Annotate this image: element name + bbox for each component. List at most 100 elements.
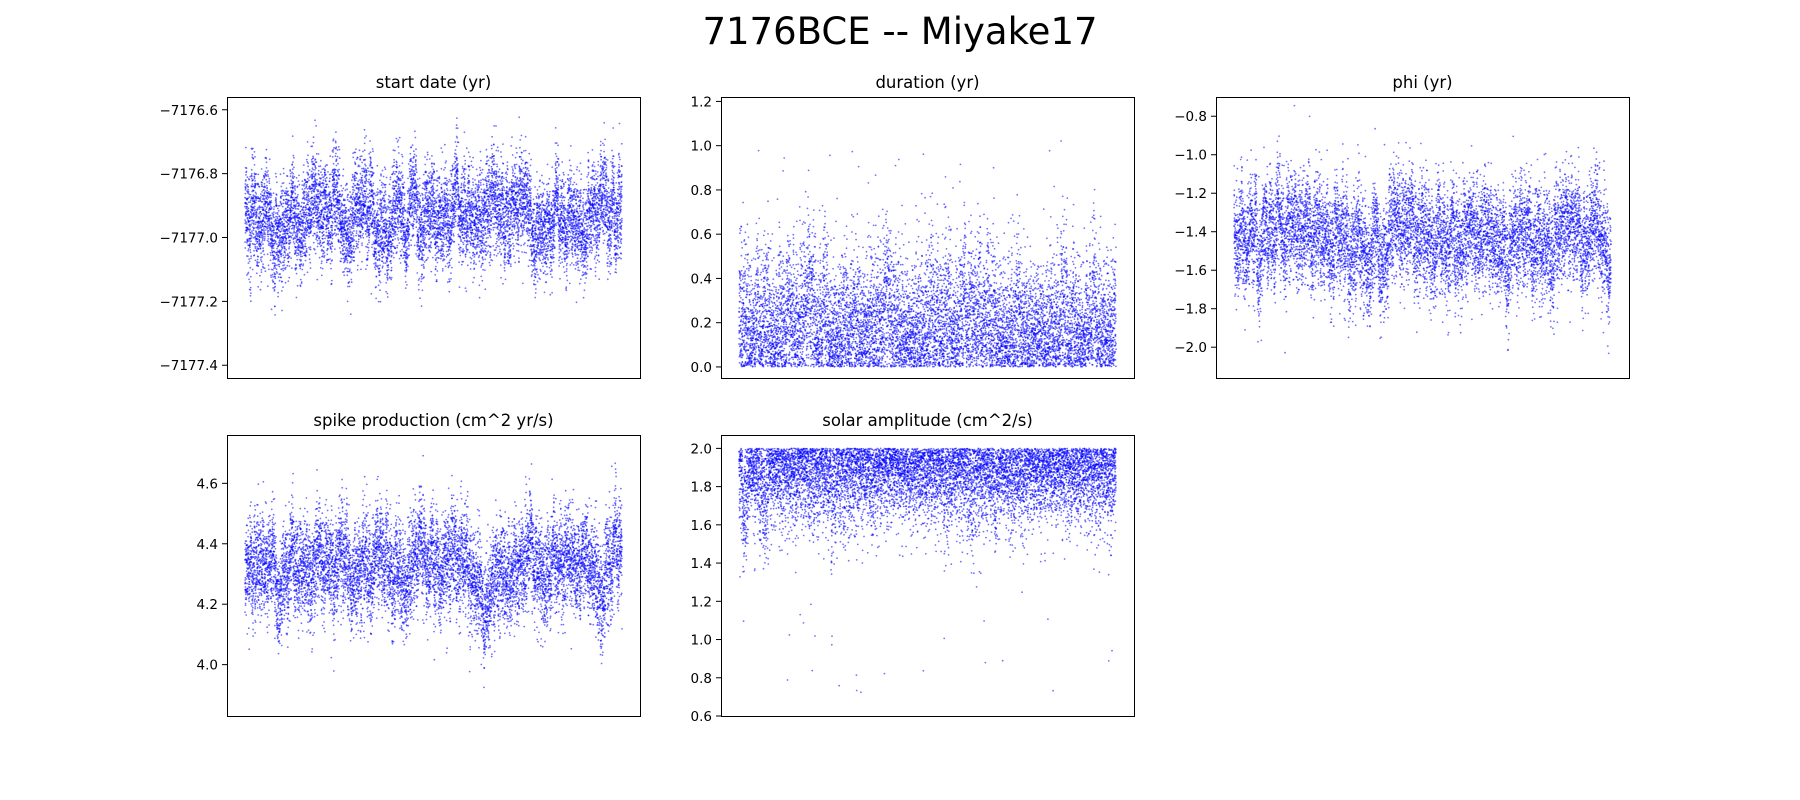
sample-point	[427, 195, 429, 197]
sample-point	[300, 211, 302, 213]
sample-point	[373, 183, 375, 185]
sample-point	[274, 256, 276, 258]
sample-point	[266, 201, 268, 203]
sample-point	[384, 204, 386, 206]
sample-point	[272, 276, 274, 278]
sample-point	[279, 205, 281, 207]
sample-point	[376, 214, 378, 216]
sample-point	[423, 264, 425, 266]
sample-point	[267, 285, 269, 287]
sample-point	[389, 254, 391, 256]
sample-point	[326, 261, 328, 263]
sample-point	[360, 193, 362, 195]
sample-point	[320, 165, 322, 167]
sample-point	[360, 237, 362, 239]
sample-point	[306, 234, 308, 236]
sample-point	[335, 142, 337, 144]
sample-point	[338, 220, 340, 222]
sample-point	[408, 244, 410, 246]
sample-point	[383, 176, 385, 178]
sample-point	[272, 274, 274, 276]
sample-point	[416, 185, 418, 187]
sample-point	[385, 225, 387, 227]
sample-point	[309, 254, 311, 256]
sample-point	[310, 249, 312, 251]
sample-point	[390, 200, 392, 202]
sample-point	[367, 255, 369, 257]
sample-point	[323, 241, 325, 243]
sample-point	[358, 225, 360, 227]
sample-point	[279, 239, 281, 241]
sample-point	[290, 204, 292, 206]
sample-point	[415, 253, 417, 255]
sample-point	[319, 257, 321, 259]
sample-point	[321, 187, 323, 189]
sample-point	[273, 247, 275, 249]
sample-point	[423, 276, 425, 278]
sample-point	[335, 169, 337, 171]
sample-point	[301, 281, 303, 283]
sample-point	[338, 146, 340, 148]
sample-point	[271, 250, 273, 252]
sample-point	[252, 154, 254, 156]
sample-point	[353, 225, 355, 227]
sample-point	[306, 186, 308, 188]
sample-point	[309, 169, 311, 171]
sample-point	[275, 277, 277, 279]
sample-point	[391, 224, 393, 226]
sample-point	[414, 170, 416, 172]
sample-point	[244, 183, 246, 185]
sample-point	[400, 206, 402, 208]
sample-point	[405, 275, 407, 277]
sample-point	[298, 205, 300, 207]
sample-point	[335, 131, 337, 133]
sample-point	[290, 242, 292, 244]
sample-point	[375, 263, 377, 265]
sample-point	[405, 209, 407, 211]
sample-point	[324, 178, 326, 180]
sample-point	[272, 279, 274, 281]
sample-point	[250, 287, 252, 289]
sample-point	[322, 238, 324, 240]
sample-point	[350, 261, 352, 263]
sample-point	[416, 255, 418, 257]
sample-point	[412, 144, 414, 146]
sample-point	[282, 227, 284, 229]
sample-point	[361, 244, 363, 246]
sample-point	[339, 214, 341, 216]
sample-point	[401, 236, 403, 238]
sample-point	[355, 177, 357, 179]
sample-point	[404, 193, 406, 195]
sample-point	[298, 180, 300, 182]
sample-point	[287, 213, 289, 215]
sample-point	[417, 216, 419, 218]
sample-point	[352, 191, 354, 193]
sample-point	[347, 231, 349, 233]
sample-point	[400, 180, 402, 182]
sample-point	[263, 228, 265, 230]
sample-point	[374, 267, 376, 269]
sample-point	[274, 306, 276, 308]
sample-point	[365, 218, 367, 220]
sample-point	[405, 287, 407, 289]
sample-point	[295, 208, 297, 210]
sample-point	[359, 179, 361, 181]
sample-point	[390, 263, 392, 265]
sample-point	[398, 242, 400, 244]
sample-point	[272, 223, 274, 225]
sample-point	[299, 266, 301, 268]
sample-point	[402, 194, 404, 196]
sample-point	[353, 183, 355, 185]
sample-point	[318, 190, 320, 192]
sample-point	[314, 233, 316, 235]
sample-point	[321, 204, 323, 206]
sample-point	[384, 243, 386, 245]
sample-point	[363, 168, 365, 170]
sample-point	[323, 231, 325, 233]
sample-point	[348, 210, 350, 212]
sample-point	[364, 143, 366, 145]
sample-point	[355, 163, 357, 165]
sample-point	[330, 268, 332, 270]
sample-point	[263, 189, 265, 191]
sample-point	[406, 253, 408, 255]
